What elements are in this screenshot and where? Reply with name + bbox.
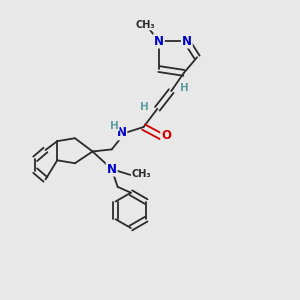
Text: N: N: [116, 126, 126, 140]
Text: N: N: [107, 163, 117, 176]
Text: N: N: [182, 34, 192, 48]
Text: CH₃: CH₃: [136, 20, 155, 30]
Text: O: O: [161, 129, 171, 142]
Text: CH₃: CH₃: [131, 169, 151, 178]
Text: H: H: [110, 121, 119, 130]
Text: H: H: [180, 83, 189, 93]
Text: H: H: [140, 102, 148, 112]
Text: N: N: [154, 34, 164, 48]
